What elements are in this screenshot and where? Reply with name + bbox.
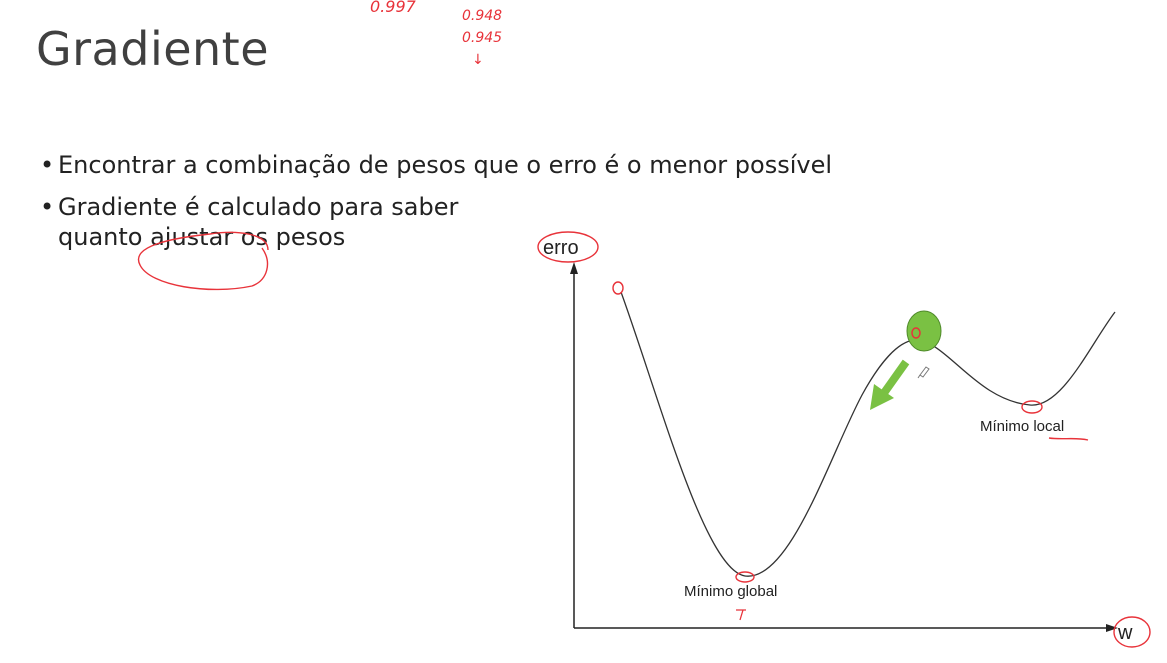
- start-point-mark: [612, 281, 624, 295]
- handwritten-note-2: 0.948: [462, 8, 502, 24]
- global-min-mark: [735, 571, 755, 583]
- handwritten-note-3: 0.945: [462, 30, 502, 46]
- x-axis-label-circle-mark: [1113, 616, 1151, 648]
- quanto-circle-mark: [137, 231, 269, 291]
- local-min-label: Mínimo local: [980, 418, 1064, 435]
- bullet-item-2: Gradiente é calculado para saber quanto …: [40, 192, 488, 252]
- local-min-mark: [1021, 400, 1043, 414]
- handwritten-note-1: 0.997: [370, 0, 417, 16]
- y-axis-label-circle-mark: [537, 231, 599, 263]
- handwritten-note-4: ↓: [472, 52, 484, 68]
- descent-arrow-head-icon: [870, 384, 894, 410]
- bullet-item-1: Encontrar a combinação de pesos que o er…: [40, 150, 1000, 180]
- error-curve: [620, 291, 1116, 577]
- descent-arrow-shaft: [880, 359, 910, 396]
- slide-title: Gradiente: [36, 22, 270, 76]
- global-small-mark: [736, 609, 746, 621]
- y-axis-arrow-icon: [570, 262, 578, 274]
- current-position-ball: [906, 310, 942, 352]
- x-axis-label: w: [1117, 622, 1133, 644]
- x-axis-arrow-icon: [1106, 624, 1118, 632]
- global-min-label: Mínimo global: [684, 583, 777, 600]
- bullet-list: Encontrar a combinação de pesos que o er…: [40, 150, 1000, 264]
- local-underline-mark: [1048, 437, 1089, 441]
- pencil-cursor-icon: [917, 366, 930, 379]
- y-axis-label: erro: [543, 237, 579, 259]
- ball-center-mark: [911, 327, 921, 339]
